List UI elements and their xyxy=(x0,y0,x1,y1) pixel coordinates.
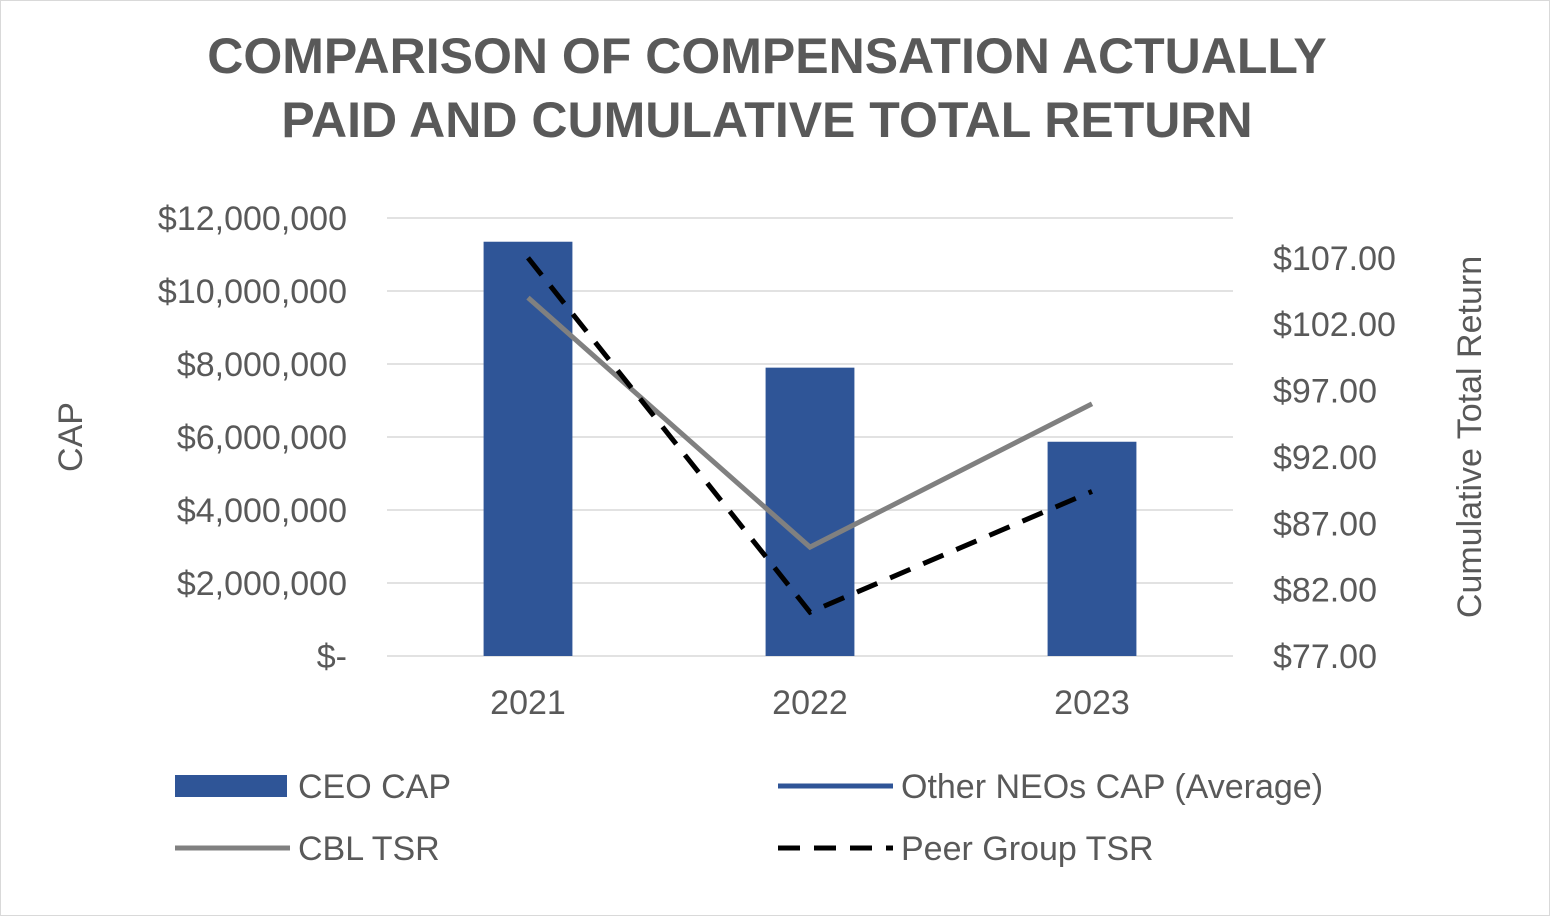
y-tick-label: $8,000,000 xyxy=(177,346,347,384)
line-series-cbl-tsr xyxy=(526,295,1094,551)
y2-tick-label: $97.00 xyxy=(1273,373,1377,411)
legend-label-cbl-tsr: CBL TSR xyxy=(298,830,440,868)
y-tick-label: $12,000,000 xyxy=(158,200,347,238)
y2-tick-label: $92.00 xyxy=(1273,439,1377,477)
y-tick-label: $2,000,000 xyxy=(177,565,347,603)
y2-axis-label: Cumulative Total Return xyxy=(1451,256,1489,618)
y2-tick-label: $107.00 xyxy=(1273,240,1396,278)
chart-title-line-1: COMPARISON OF COMPENSATION ACTUALLY xyxy=(207,28,1326,84)
y-tick-label: $10,000,000 xyxy=(158,273,347,311)
legend-label-other-neos-cap-average: Other NEOs CAP (Average) xyxy=(901,768,1323,806)
y2-tick-label: $82.00 xyxy=(1273,572,1377,610)
y2-tick-label: $102.00 xyxy=(1273,306,1396,344)
y-tick-label: $- xyxy=(317,638,347,676)
legend-swatch-ceo-cap xyxy=(175,775,287,797)
bar-2023 xyxy=(1047,441,1137,656)
y2-tick-label: $87.00 xyxy=(1273,505,1377,543)
x-tick-label: 2022 xyxy=(772,684,848,722)
legend-label-peer-group-tsr: Peer Group TSR xyxy=(901,830,1154,868)
bar-2021 xyxy=(483,241,573,656)
y-axis-label: CAP xyxy=(52,402,90,472)
y2-tick-label: $77.00 xyxy=(1273,638,1377,676)
y-tick-label: $6,000,000 xyxy=(177,419,347,457)
x-tick-label: 2021 xyxy=(490,684,566,722)
line-series-peer-group-tsr xyxy=(526,256,1093,616)
legend-label-ceo-cap: CEO CAP xyxy=(298,768,451,806)
bar-2022 xyxy=(765,367,855,656)
chart-title-line-2: PAID AND CUMULATIVE TOTAL RETURN xyxy=(281,92,1252,148)
y-tick-label: $4,000,000 xyxy=(177,492,347,530)
x-tick-label: 2023 xyxy=(1054,684,1130,722)
